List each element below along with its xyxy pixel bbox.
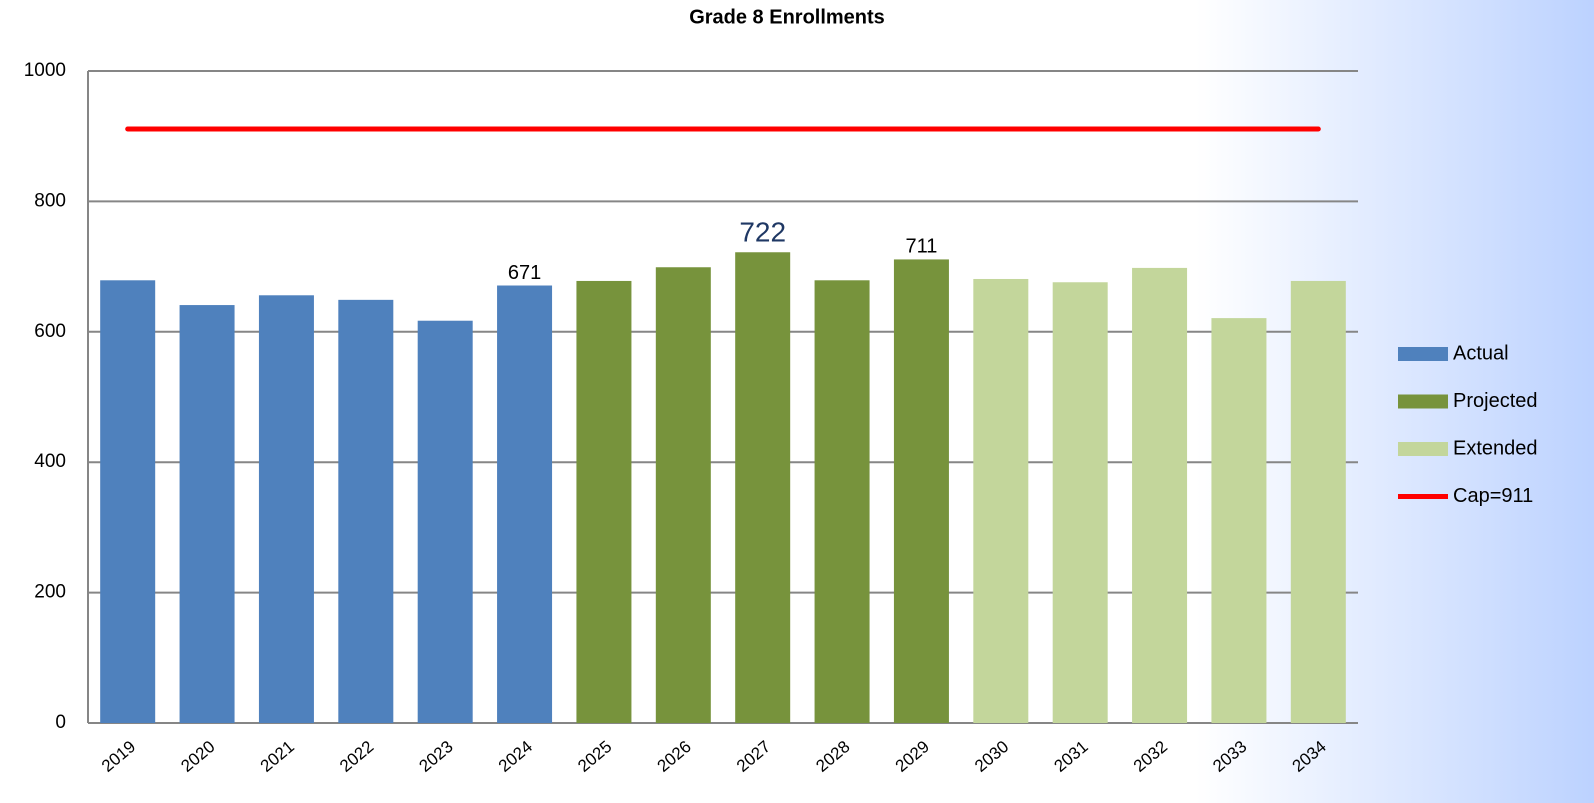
bar [179, 305, 235, 723]
y-tick-label: 600 [34, 321, 66, 342]
y-tick-label: 0 [55, 712, 66, 733]
bar [893, 259, 949, 723]
bar [497, 285, 553, 723]
bar [1132, 267, 1188, 723]
legend-label: Extended [1453, 437, 1538, 459]
bar [338, 299, 394, 723]
bar [100, 280, 156, 723]
y-tick-label: 400 [34, 451, 66, 472]
data-label: 722 [739, 217, 786, 248]
bar [1211, 318, 1267, 723]
y-tick-label: 200 [34, 582, 66, 603]
y-tick-label: 800 [34, 190, 66, 211]
data-label: 711 [905, 236, 937, 258]
bar [1052, 282, 1108, 723]
legend-swatch [1398, 347, 1448, 361]
legend-swatch [1398, 442, 1448, 456]
bar [655, 267, 711, 723]
bar [814, 280, 870, 723]
bar [735, 252, 791, 724]
data-label: 671 [508, 262, 541, 284]
bar [973, 278, 1029, 723]
legend-label: Actual [1453, 342, 1509, 364]
bar [258, 295, 314, 723]
legend-label: Projected [1453, 390, 1538, 412]
bar [1290, 280, 1346, 723]
bar [576, 280, 632, 723]
bar [417, 320, 473, 723]
legend-label: Cap=911 [1453, 485, 1533, 507]
chart-title: Grade 8 Enrollments [689, 6, 885, 28]
legend-swatch [1398, 394, 1448, 409]
y-tick-label: 1000 [24, 60, 66, 81]
